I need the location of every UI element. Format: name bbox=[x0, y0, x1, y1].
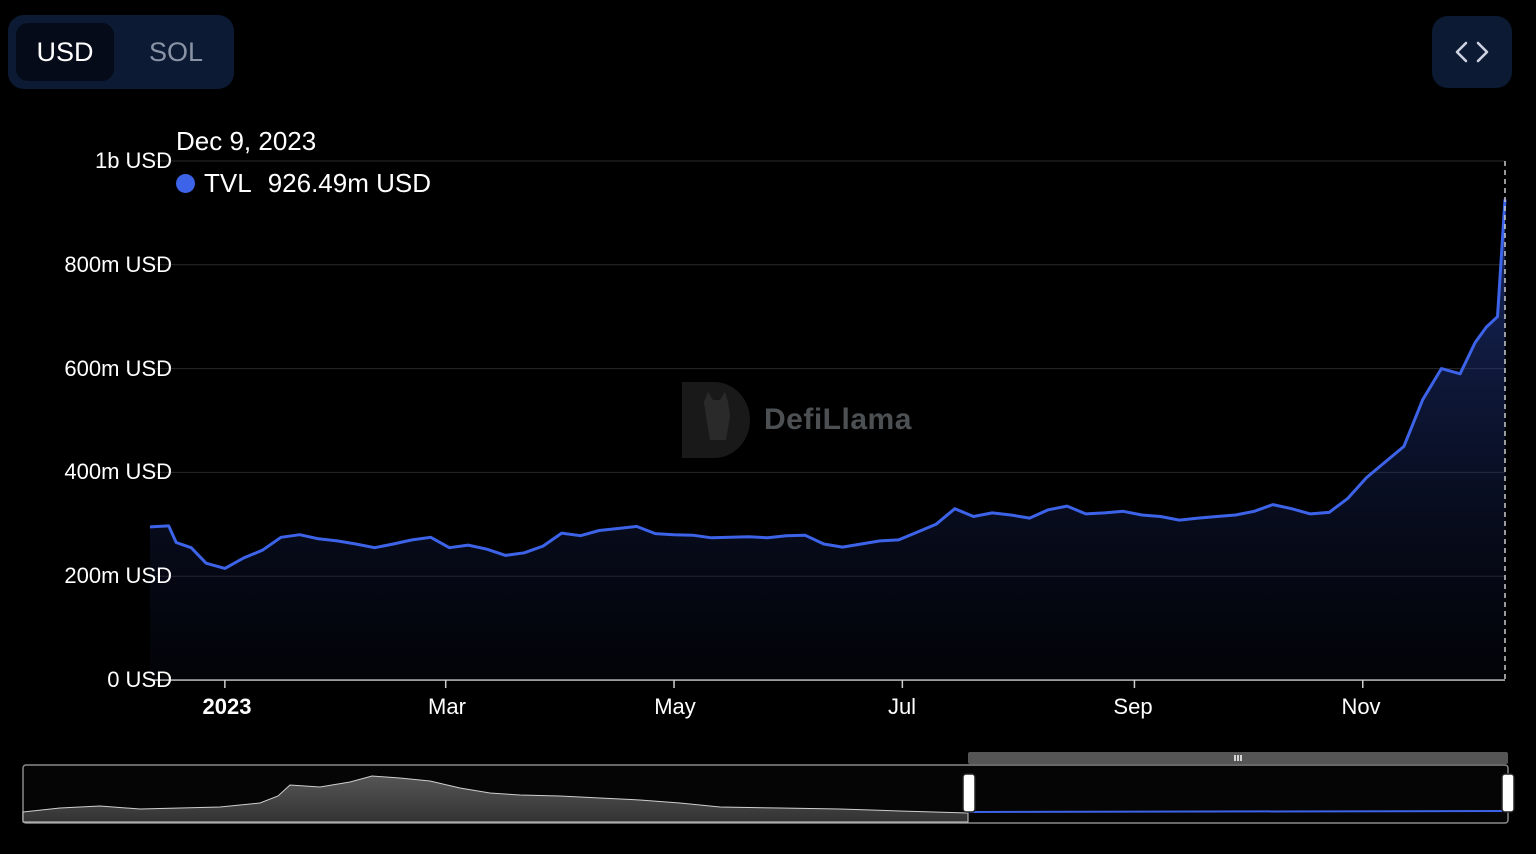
tooltip-row: TVL 926.49m USD bbox=[176, 168, 431, 199]
range-navigator[interactable] bbox=[22, 752, 1515, 824]
currency-option-sol[interactable]: SOL bbox=[148, 37, 204, 67]
y-tick-label: 0 USD bbox=[107, 667, 172, 692]
tooltip-series-label: TVL bbox=[204, 168, 252, 198]
code-brackets-icon bbox=[1455, 41, 1489, 63]
y-tick-label: 400m USD bbox=[64, 459, 172, 484]
series-color-dot bbox=[176, 174, 195, 193]
navigator-preview-area bbox=[22, 775, 969, 823]
y-tick-label: 1b USD bbox=[94, 148, 172, 173]
currency-option-usd[interactable]: USD bbox=[16, 23, 114, 81]
x-tick-label: 2023 bbox=[202, 694, 252, 719]
watermark-text: DefiLlama bbox=[764, 403, 912, 436]
navigator-right-handle[interactable] bbox=[1501, 773, 1515, 813]
llama-logo-icon bbox=[682, 382, 750, 458]
tvl-area bbox=[150, 199, 1505, 680]
defillama-watermark: DefiLlama bbox=[680, 380, 912, 460]
currency-toggle: USD SOL bbox=[8, 15, 234, 89]
grip-icon bbox=[1234, 755, 1242, 761]
x-tick-label: May bbox=[654, 694, 696, 719]
tvl-line bbox=[149, 199, 1507, 570]
tooltip-value: 926.49m USD bbox=[267, 168, 431, 198]
x-tick-label: Mar bbox=[428, 694, 466, 719]
embed-code-button[interactable] bbox=[1432, 16, 1512, 88]
y-tick-label: 600m USD bbox=[64, 356, 172, 381]
tooltip-date: Dec 9, 2023 bbox=[176, 126, 317, 156]
x-tick-label: Jul bbox=[887, 694, 917, 719]
navigator-selected-line bbox=[967, 810, 1507, 813]
y-tick-label: 200m USD bbox=[64, 563, 172, 588]
x-axis-ticks bbox=[224, 680, 1364, 688]
navigator-left-handle[interactable] bbox=[962, 773, 976, 813]
x-tick-label: Sep bbox=[1113, 694, 1153, 719]
y-tick-label: 800m USD bbox=[64, 252, 172, 277]
x-tick-label: Nov bbox=[1341, 694, 1381, 719]
